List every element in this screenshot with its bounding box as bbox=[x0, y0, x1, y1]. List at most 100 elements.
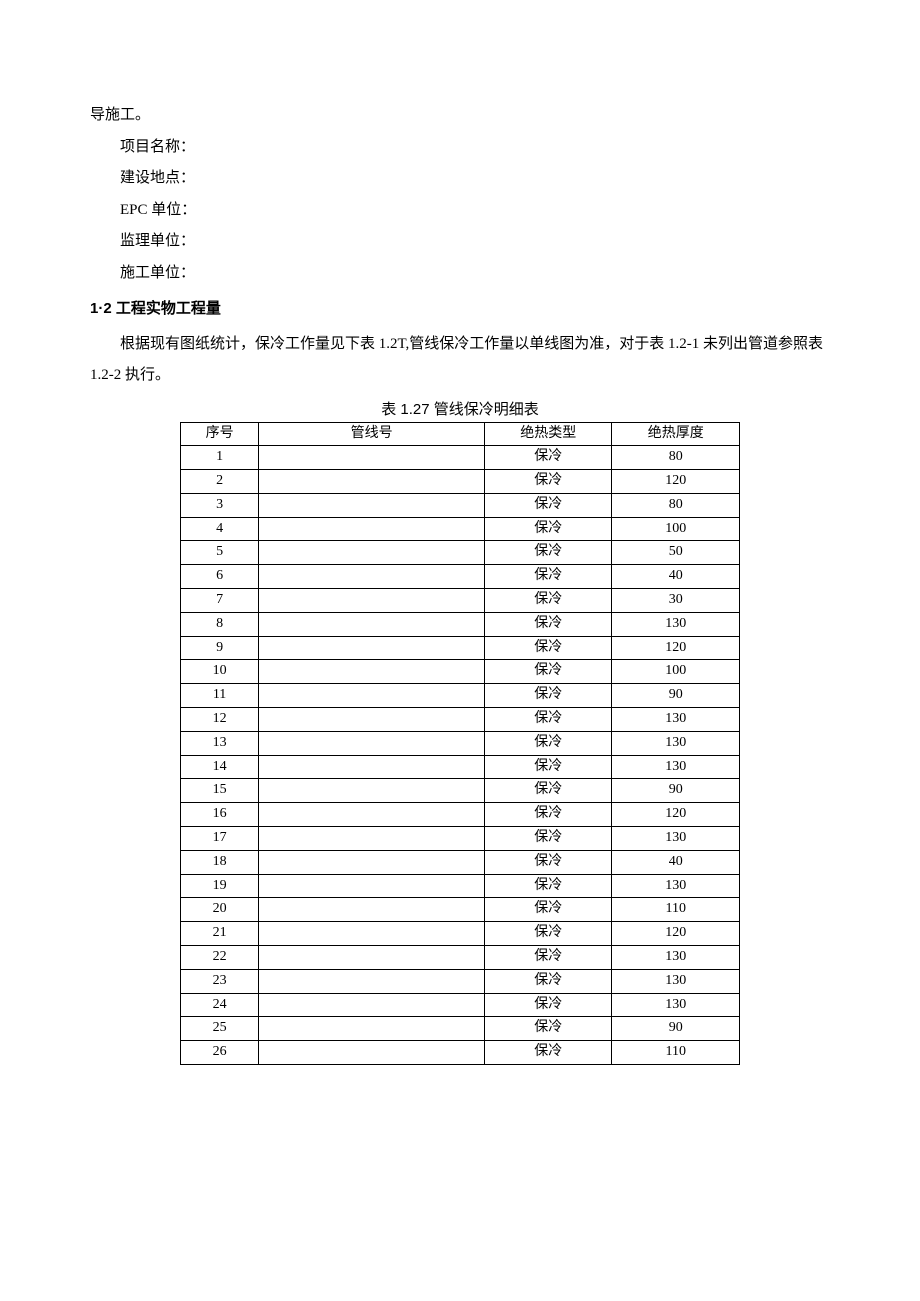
th-type: 绝热类型 bbox=[485, 422, 612, 446]
cell-line bbox=[259, 541, 485, 565]
field-project-name: 项目名称： bbox=[90, 132, 830, 164]
cell-thick: 40 bbox=[612, 565, 740, 589]
cell-thick: 80 bbox=[612, 446, 740, 470]
cell-type: 保冷 bbox=[485, 612, 612, 636]
cell-seq: 19 bbox=[181, 874, 259, 898]
cell-type: 保冷 bbox=[485, 946, 612, 970]
cell-line bbox=[259, 827, 485, 851]
cell-line bbox=[259, 470, 485, 494]
table-header-row: 序号 管线号 绝热类型 绝热厚度 bbox=[181, 422, 740, 446]
table-row: 14保冷130 bbox=[181, 755, 740, 779]
table-row: 26保冷110 bbox=[181, 1041, 740, 1065]
table-caption: 表 1.27 管线保冷明细表 bbox=[90, 398, 830, 422]
cell-thick: 130 bbox=[612, 827, 740, 851]
cell-seq: 1 bbox=[181, 446, 259, 470]
cell-type: 保冷 bbox=[485, 708, 612, 732]
cell-seq: 18 bbox=[181, 850, 259, 874]
cell-seq: 9 bbox=[181, 636, 259, 660]
cell-line bbox=[259, 1017, 485, 1041]
cell-line bbox=[259, 589, 485, 613]
cell-line bbox=[259, 779, 485, 803]
cell-type: 保冷 bbox=[485, 969, 612, 993]
cell-line bbox=[259, 493, 485, 517]
table-row: 7 保冷30 bbox=[181, 589, 740, 613]
cell-line bbox=[259, 803, 485, 827]
cell-thick: 120 bbox=[612, 470, 740, 494]
cell-type: 保冷 bbox=[485, 565, 612, 589]
table-row: 25保冷90 bbox=[181, 1017, 740, 1041]
cell-seq: 23 bbox=[181, 969, 259, 993]
cell-type: 保冷 bbox=[485, 684, 612, 708]
table-row: 1保冷80 bbox=[181, 446, 740, 470]
table-row: 6保冷40 bbox=[181, 565, 740, 589]
cell-type: 保冷 bbox=[485, 731, 612, 755]
table-row: 13保冷130 bbox=[181, 731, 740, 755]
cell-thick: 130 bbox=[612, 946, 740, 970]
cell-type: 保冷 bbox=[485, 755, 612, 779]
cell-seq: 12 bbox=[181, 708, 259, 732]
cell-type: 保冷 bbox=[485, 850, 612, 874]
cell-thick: 130 bbox=[612, 731, 740, 755]
cell-line bbox=[259, 636, 485, 660]
cell-line bbox=[259, 922, 485, 946]
cell-type: 保冷 bbox=[485, 589, 612, 613]
cell-line bbox=[259, 446, 485, 470]
cell-thick: 130 bbox=[612, 612, 740, 636]
cell-line bbox=[259, 898, 485, 922]
section-heading: 1·2 工程实物工程量 bbox=[90, 293, 830, 325]
cell-thick: 80 bbox=[612, 493, 740, 517]
cell-seq: 22 bbox=[181, 946, 259, 970]
cell-seq: 25 bbox=[181, 1017, 259, 1041]
table-row: 22 保冷130 bbox=[181, 946, 740, 970]
cell-seq: 16 bbox=[181, 803, 259, 827]
table-row: 19 保冷130 bbox=[181, 874, 740, 898]
cell-thick: 30 bbox=[612, 589, 740, 613]
cell-seq: 24 bbox=[181, 993, 259, 1017]
table-row: 8 保冷130 bbox=[181, 612, 740, 636]
cell-line bbox=[259, 874, 485, 898]
cell-thick: 90 bbox=[612, 779, 740, 803]
table-row: 10保冷100 bbox=[181, 660, 740, 684]
cell-type: 保冷 bbox=[485, 636, 612, 660]
cell-type: 保冷 bbox=[485, 779, 612, 803]
cell-type: 保冷 bbox=[485, 874, 612, 898]
cell-thick: 130 bbox=[612, 874, 740, 898]
table-row: 5 保冷50 bbox=[181, 541, 740, 565]
cell-type: 保冷 bbox=[485, 922, 612, 946]
cell-seq: 26 bbox=[181, 1041, 259, 1065]
cell-seq: 20 bbox=[181, 898, 259, 922]
cell-line bbox=[259, 946, 485, 970]
cell-seq: 8 bbox=[181, 612, 259, 636]
cell-line bbox=[259, 969, 485, 993]
table-row: 11保冷90 bbox=[181, 684, 740, 708]
cell-type: 保冷 bbox=[485, 541, 612, 565]
cell-thick: 130 bbox=[612, 993, 740, 1017]
field-epc-unit: EPC 单位： bbox=[90, 195, 830, 227]
table-row: 17保冷130 bbox=[181, 827, 740, 851]
cell-line bbox=[259, 993, 485, 1017]
field-location: 建设地点： bbox=[90, 163, 830, 195]
cell-seq: 21 bbox=[181, 922, 259, 946]
field-supervisor-unit: 监理单位： bbox=[90, 226, 830, 258]
cell-seq: 5 bbox=[181, 541, 259, 565]
cell-line bbox=[259, 755, 485, 779]
cell-thick: 50 bbox=[612, 541, 740, 565]
cell-line bbox=[259, 565, 485, 589]
cell-line bbox=[259, 850, 485, 874]
cell-line bbox=[259, 684, 485, 708]
table-row: 23保冷130 bbox=[181, 969, 740, 993]
cell-seq: 4 bbox=[181, 517, 259, 541]
detail-table: 序号 管线号 绝热类型 绝热厚度 1保冷802保冷1203保冷804保冷1005… bbox=[180, 422, 740, 1066]
cell-line bbox=[259, 1041, 485, 1065]
cell-line bbox=[259, 660, 485, 684]
cell-seq: 10 bbox=[181, 660, 259, 684]
cell-seq: 7 bbox=[181, 589, 259, 613]
cell-type: 保冷 bbox=[485, 493, 612, 517]
table-row: 16保冷120 bbox=[181, 803, 740, 827]
cell-seq: 3 bbox=[181, 493, 259, 517]
cell-type: 保冷 bbox=[485, 827, 612, 851]
cell-thick: 40 bbox=[612, 850, 740, 874]
th-line: 管线号 bbox=[259, 422, 485, 446]
section-body: 根据现有图纸统计，保冷工作量见下表 1.2T,管线保冷工作量以单线图为准，对于表… bbox=[90, 329, 830, 392]
table-row: 12保冷130 bbox=[181, 708, 740, 732]
